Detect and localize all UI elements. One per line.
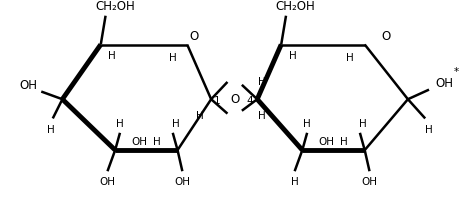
Text: H: H xyxy=(339,137,347,147)
Text: O: O xyxy=(230,93,239,106)
Text: 4: 4 xyxy=(246,96,252,106)
Text: *: * xyxy=(452,67,457,77)
Text: H: H xyxy=(290,177,298,187)
Text: H: H xyxy=(108,51,116,61)
Text: OH: OH xyxy=(174,177,190,187)
Text: OH: OH xyxy=(317,137,334,147)
Text: H: H xyxy=(195,111,203,121)
Text: H: H xyxy=(258,77,265,87)
Text: H: H xyxy=(346,53,354,63)
Text: OH: OH xyxy=(20,79,38,92)
Text: H: H xyxy=(303,119,310,129)
Text: H: H xyxy=(171,119,179,129)
Text: H: H xyxy=(169,53,176,63)
Text: OH: OH xyxy=(435,77,452,90)
Text: OH: OH xyxy=(99,177,115,187)
Text: OH: OH xyxy=(361,177,377,187)
Text: H: H xyxy=(152,137,160,147)
Text: H: H xyxy=(288,51,296,61)
Text: O: O xyxy=(380,30,390,43)
Text: 1: 1 xyxy=(213,96,220,106)
Text: O: O xyxy=(189,30,198,43)
Text: H: H xyxy=(258,111,265,121)
Text: H: H xyxy=(424,125,432,135)
Text: H: H xyxy=(116,119,124,129)
Text: OH: OH xyxy=(131,137,147,147)
Text: CH₂OH: CH₂OH xyxy=(275,0,315,13)
Text: H: H xyxy=(358,119,366,129)
Text: H: H xyxy=(47,125,55,135)
Text: CH₂OH: CH₂OH xyxy=(95,0,135,13)
